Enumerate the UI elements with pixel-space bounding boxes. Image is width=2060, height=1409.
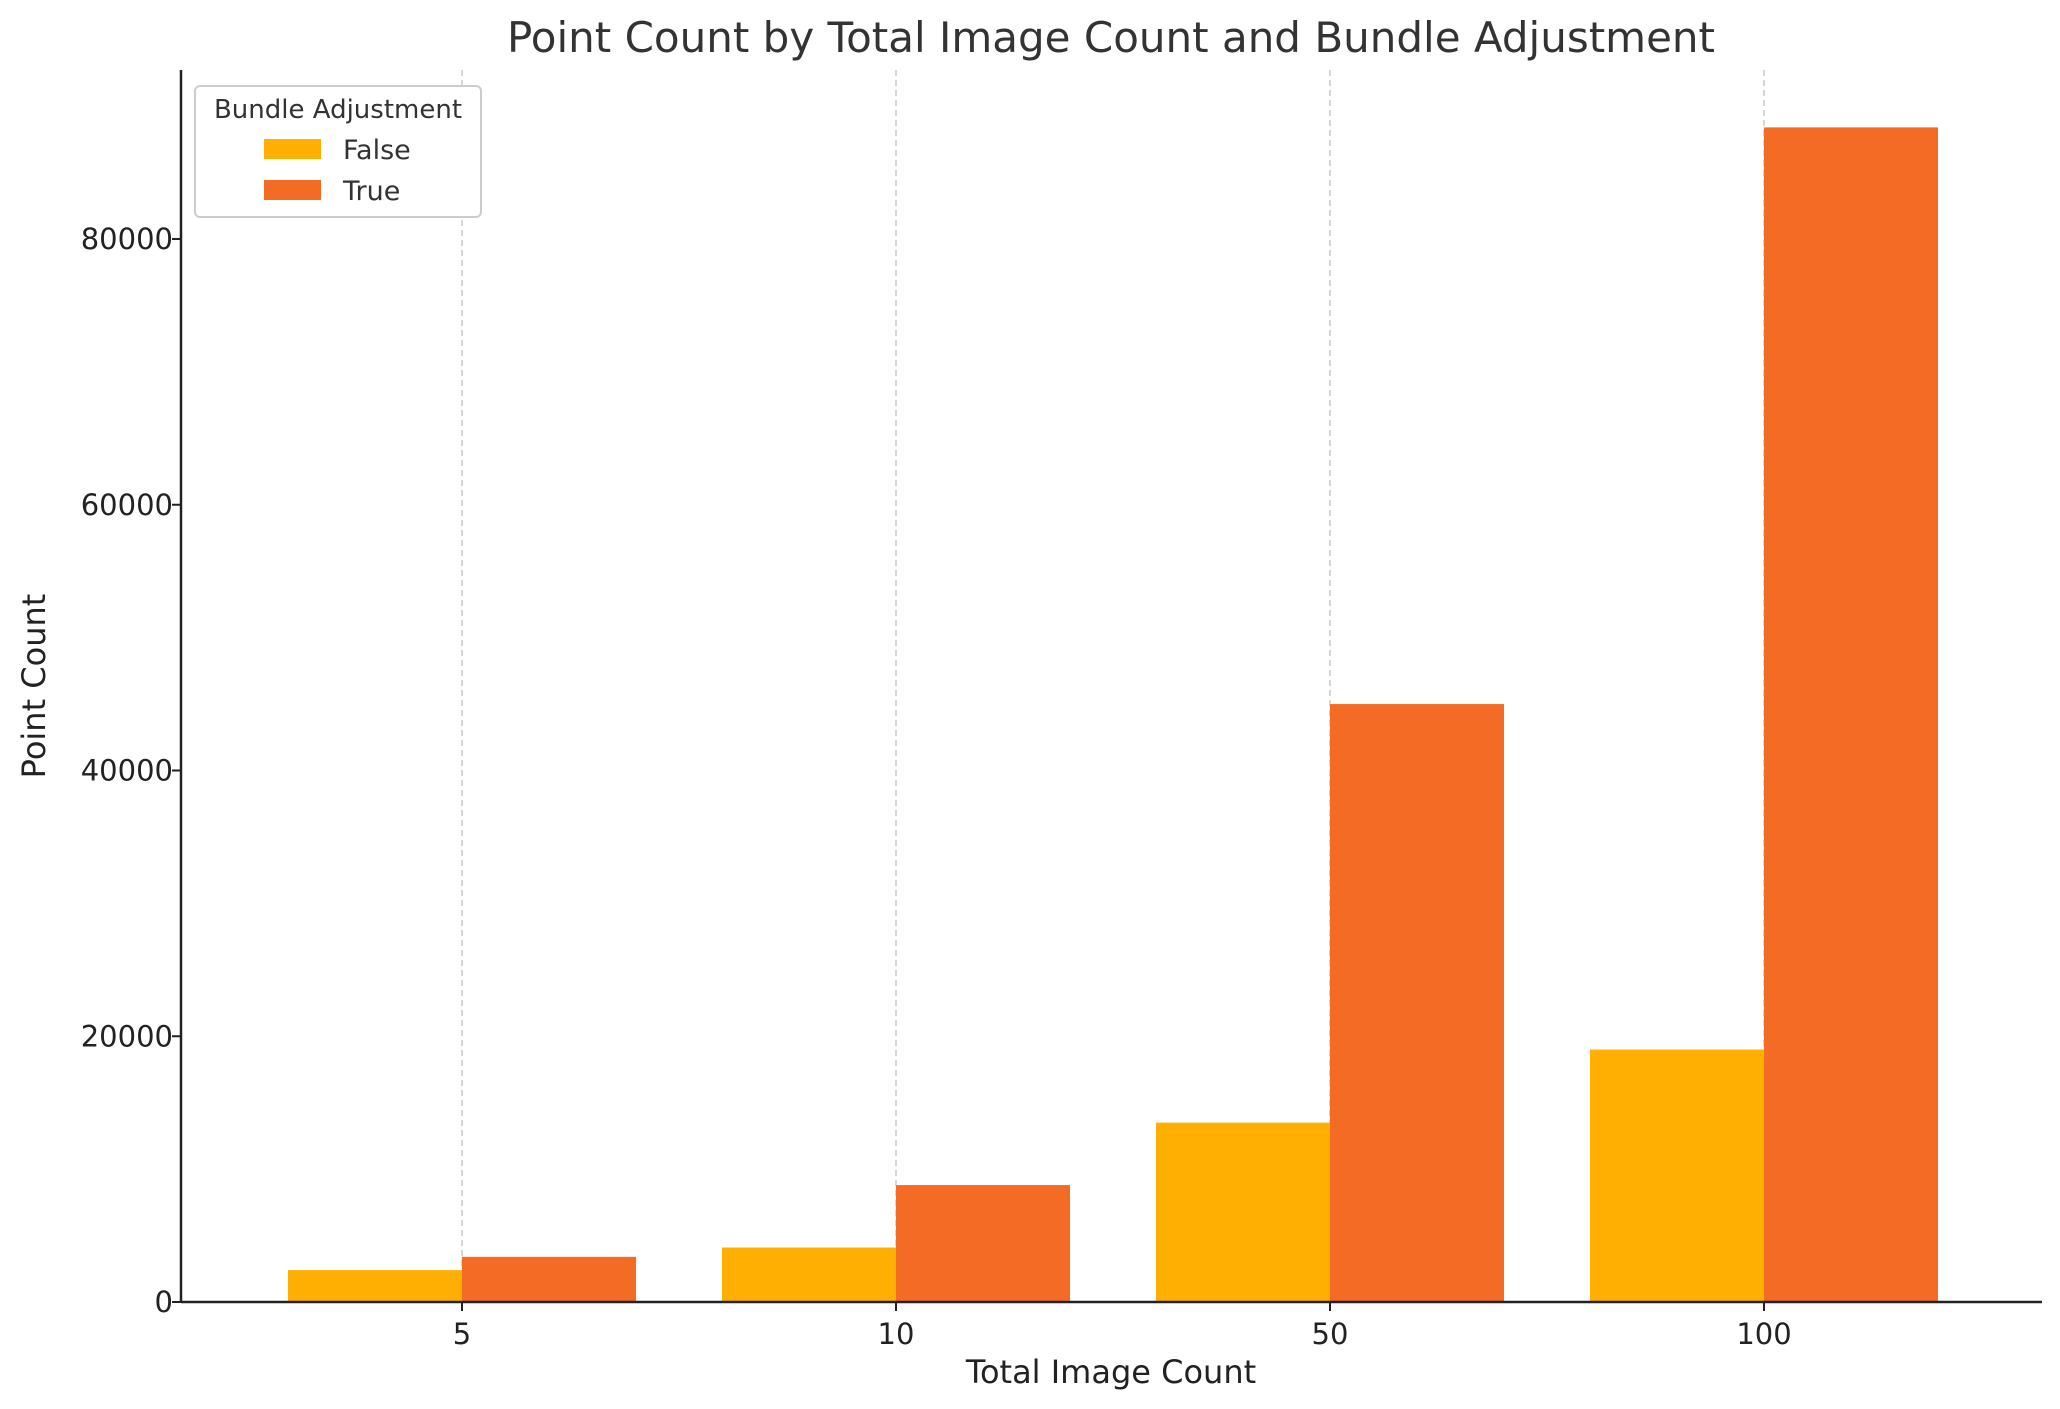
- legend: Bundle Adjustment False True: [194, 85, 482, 218]
- bar-false-50: [1156, 1122, 1330, 1302]
- y-tick-label-80000: 80000: [81, 222, 173, 256]
- y-tick-label-40000: 40000: [81, 754, 173, 788]
- bars: [288, 127, 1938, 1302]
- y-axis-label: Point Count: [15, 594, 53, 779]
- y-tick-label-20000: 20000: [81, 1019, 173, 1053]
- bar-false-100: [1590, 1049, 1764, 1302]
- legend-title: Bundle Adjustment: [214, 95, 462, 125]
- bar-true-10: [896, 1185, 1070, 1302]
- y-tick-label-60000: 60000: [81, 488, 173, 522]
- bar-true-5: [462, 1256, 636, 1302]
- bar-true-50: [1330, 704, 1504, 1302]
- legend-swatch-true: [264, 180, 321, 200]
- bar-false-10: [722, 1247, 896, 1302]
- legend-label-false: False: [343, 135, 411, 166]
- x-tick-label-10: 10: [878, 1317, 915, 1351]
- bar-false-5: [288, 1270, 462, 1302]
- x-axis-label: Total Image Count: [965, 1353, 1256, 1391]
- bar-true-100: [1764, 127, 1938, 1302]
- chart-title: Point Count by Total Image Count and Bun…: [507, 13, 1715, 62]
- legend-swatch-false: [264, 139, 321, 159]
- x-tick-label-100: 100: [1736, 1317, 1791, 1351]
- y-tick-label-0: 0: [155, 1285, 173, 1319]
- legend-label-true: True: [342, 176, 400, 207]
- y-ticks: 0 20000 40000 60000 80000: [81, 222, 181, 1319]
- x-tick-label-50: 50: [1312, 1317, 1349, 1351]
- x-tick-label-5: 5: [453, 1317, 471, 1351]
- grid: [461, 70, 1765, 1302]
- x-ticks: 5 10 50 100: [453, 1302, 1792, 1351]
